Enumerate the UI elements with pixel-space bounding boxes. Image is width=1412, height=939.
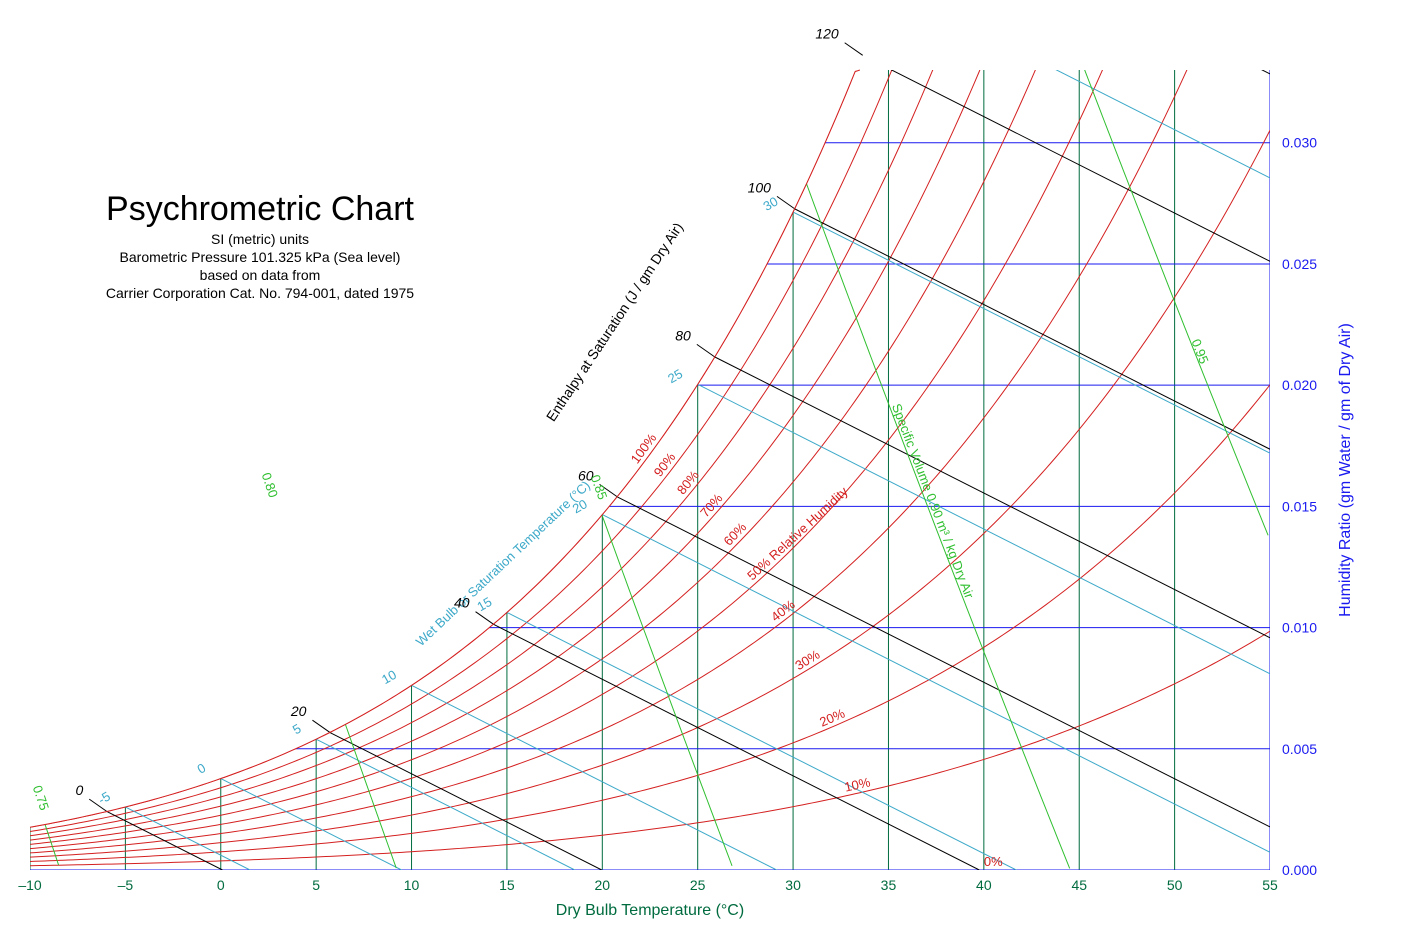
wetbulb-line-20 [602, 515, 1270, 853]
rh-label-20: 20% [817, 705, 847, 729]
wetbulb-line-15 [507, 612, 1016, 870]
humidity-tick-label: 0.030 [1282, 135, 1317, 151]
rh-label-10: 10% [843, 774, 872, 794]
wetbulb-line-10 [412, 685, 777, 870]
wetbulb-axis-label: Wet Bulb or Saturation Temperature (°C) [413, 478, 593, 649]
dbt-tick-label: –10 [18, 877, 42, 893]
rh-label-60: 60% [721, 519, 750, 548]
volume-label-0.85: 0.85 [588, 473, 611, 502]
volume-line-0.85 [392, 0, 732, 866]
humidity-tick-label: 0.025 [1282, 256, 1317, 272]
dbt-tick-label: 35 [881, 877, 897, 893]
enthalpy-line-100 [795, 209, 1270, 449]
volume-label-0.75: 0.75 [30, 783, 52, 812]
dbt-tick-label: 10 [404, 877, 420, 893]
chart-subtitle-1: Barometric Pressure 101.325 kPa (Sea lev… [120, 249, 401, 265]
enthalpy-tick-40 [476, 612, 494, 625]
wetbulb-label--5: -5 [95, 789, 113, 808]
enthalpy-label-100: 100 [748, 179, 772, 195]
dbt-tick-label: 0 [217, 877, 225, 893]
wetbulb-line-5 [316, 739, 575, 870]
rh-curve-80 [30, 0, 993, 836]
rh-curve-50 [30, 0, 1165, 849]
x-axis-label: Dry Bulb Temperature (°C) [556, 902, 744, 919]
wetbulb-line-30 [793, 212, 1270, 453]
volume-label-0.8: 0.80 [259, 471, 281, 500]
enthalpy-label-40: 40 [454, 595, 470, 611]
enthalpy-axis-label: Enthalpy at Saturation (J / gm Dry Air) [543, 219, 686, 424]
dbt-tick-label: 25 [690, 877, 706, 893]
enthalpy-label-20: 20 [290, 703, 307, 719]
volume-label-0.95: 0.95 [1188, 337, 1211, 366]
enthalpy-line-140 [920, 0, 1270, 74]
rh-curve-90 [30, 0, 950, 831]
rh-label-70: 70% [697, 490, 726, 520]
humidity-tick-label: 0.000 [1282, 862, 1317, 878]
enthalpy-label-0: 0 [75, 782, 83, 798]
wetbulb-line-0 [221, 779, 402, 870]
dbt-tick-label: 50 [1167, 877, 1183, 893]
wetbulb-label-10: 10 [379, 667, 399, 687]
dbt-tick-label: 55 [1262, 877, 1278, 893]
saturation-curve [30, 70, 860, 827]
enthalpy-line-0 [107, 812, 222, 870]
humidity-tick-label: 0.005 [1282, 741, 1317, 757]
enthalpy-tick-120 [845, 43, 863, 56]
humidity-tick-label: 0.015 [1282, 498, 1317, 514]
enthalpy-line-80 [715, 357, 1270, 638]
enthalpy-label-80: 80 [675, 327, 691, 343]
chart-subtitle-3: Carrier Corporation Cat. No. 794-001, da… [106, 285, 414, 301]
psychrometric-chart: –10–50510152025303540455055Dry Bulb Temp… [0, 0, 1412, 939]
enthalpy-tick-20 [312, 720, 330, 733]
wetbulb-label-0: 0 [195, 760, 209, 777]
rh-label-50: 50% Relative Humidity [744, 483, 851, 583]
rh-label-30: 30% [792, 646, 822, 673]
dbt-tick-label: 5 [312, 877, 320, 893]
rh-curve-70 [30, 0, 1041, 840]
humidity-tick-label: 0.020 [1282, 377, 1317, 393]
volume-line-0.95 [1026, 0, 1268, 535]
volume-line-0.9 [709, 0, 1070, 868]
wetbulb-line--5 [125, 807, 250, 870]
dbt-tick-label: 20 [595, 877, 611, 893]
wetbulb-label-25: 25 [665, 366, 685, 386]
rh-label-0: 0% [984, 854, 1003, 869]
dbt-tick-label: –5 [118, 877, 134, 893]
volume-label-0.9: Specific Volume 0.90 m³ / kg Dry Air [889, 401, 977, 601]
chart-subtitle-2: based on data from [200, 267, 321, 283]
dbt-tick-label: 40 [976, 877, 992, 893]
enthalpy-line-20 [330, 733, 601, 870]
enthalpy-label-120: 120 [815, 26, 839, 42]
dbt-tick-label: 30 [785, 877, 801, 893]
dbt-tick-label: 15 [499, 877, 515, 893]
chart-subtitle-0: SI (metric) units [211, 231, 309, 247]
wetbulb-label-5: 5 [290, 721, 304, 738]
chart-title: Psychrometric Chart [106, 190, 415, 228]
rh-curve-60 [30, 0, 1098, 844]
rh-label-90: 90% [651, 449, 679, 479]
enthalpy-tick-80 [697, 344, 715, 357]
y-axis-label: Humidity Ratio (gm Water / gm of Dry Air… [1337, 323, 1354, 617]
rh-curve-100 [30, 0, 912, 827]
enthalpy-line-40 [494, 624, 980, 870]
enthalpy-line-120 [863, 55, 1270, 261]
dbt-tick-label: 45 [1071, 877, 1087, 893]
humidity-tick-label: 0.010 [1282, 620, 1317, 636]
